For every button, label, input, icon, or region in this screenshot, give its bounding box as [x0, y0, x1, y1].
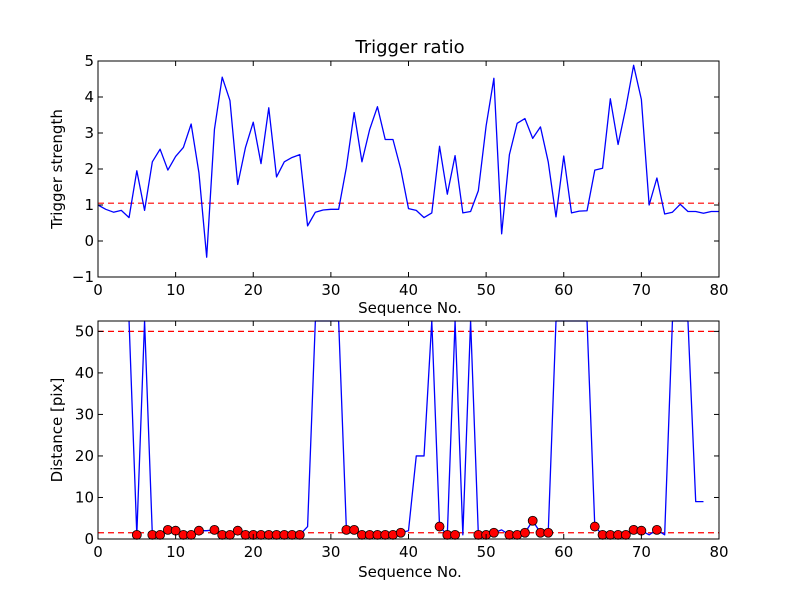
bottom-series-layer: [128, 320, 704, 540]
bottom-data-point: [652, 524, 662, 535]
bottom-data-point: [527, 515, 538, 526]
top-y-axis-label: Trigger strength: [48, 109, 66, 230]
bottom-data-point: [131, 529, 142, 540]
bottom-data-point: [620, 529, 631, 540]
top-series-line: [97, 64, 719, 258]
bottom-y-tick-label: 20: [75, 447, 94, 465]
bottom-data-point: [434, 521, 445, 532]
bottom-x-tick-label: 60: [554, 543, 573, 561]
bottom-data-point: [520, 527, 530, 538]
bottom-data-point: [636, 525, 647, 536]
top-x-tick-label: 70: [632, 281, 651, 299]
bottom-data-point: [488, 527, 499, 538]
bottom-x-tick-label: 30: [321, 543, 340, 561]
top-y-tick-label: 4: [84, 88, 94, 106]
bottom-x-tick-label: 50: [477, 543, 496, 561]
bottom-data-point: [194, 525, 204, 536]
top-y-tick-label: 0: [84, 232, 94, 250]
bottom-x-axis-label: Sequence No.: [358, 563, 462, 581]
bottom-data-point: [589, 521, 600, 532]
top-y-tick-label: 3: [84, 124, 94, 142]
bottom-data-point: [349, 524, 360, 535]
bottom-x-tick-label: 20: [244, 543, 263, 561]
bottom-data-point: [155, 529, 166, 540]
bottom-data-point: [450, 529, 460, 540]
chart-title: Trigger ratio: [354, 37, 464, 58]
top-x-tick-label: 20: [244, 281, 263, 299]
bottom-y-axis-label: Distance [pix]: [48, 378, 66, 483]
bottom-data-point: [232, 525, 243, 536]
top-x-tick-label: 30: [321, 281, 340, 299]
top-x-axis-label: Sequence No.: [358, 299, 462, 317]
bottom-x-tick-label: 0: [93, 543, 103, 561]
top-y-tick-label: 2: [84, 160, 94, 178]
bottom-x-tick-label: 40: [399, 543, 418, 561]
bottom-data-point: [294, 529, 305, 540]
bottom-ticks: 0 10 20 30 40 50 60 70 80 0 10 20 30 40 50: [75, 321, 729, 561]
top-x-tick-label: 10: [166, 281, 185, 299]
bottom-panel: 0 10 20 30 40 50 60 70 80 0 10 20 30 40 50 Sequence No…: [48, 320, 729, 581]
top-x-tick-label: 40: [399, 281, 418, 299]
bottom-y-tick-label: 40: [75, 364, 94, 382]
top-x-tick-label: 50: [477, 281, 496, 299]
top-y-tick-label: −1: [72, 268, 94, 286]
bottom-y-tick-label: 30: [75, 405, 94, 423]
bottom-x-tick-label: 10: [166, 543, 185, 561]
top-x-tick-label: 0: [93, 281, 103, 299]
bottom-data-point: [395, 527, 406, 538]
top-y-tick-label: 1: [84, 196, 94, 214]
bottom-y-tick-label: 10: [75, 488, 94, 506]
top-x-tick-label: 60: [554, 281, 573, 299]
top-series-layer: [97, 64, 719, 258]
bottom-data-point: [543, 527, 554, 538]
bottom-y-tick-label: 0: [84, 530, 94, 548]
bottom-data-point: [209, 524, 220, 535]
top-x-tick-label: 80: [709, 281, 728, 299]
bottom-y-tick-label: 50: [75, 322, 94, 340]
bottom-x-tick-label: 70: [632, 543, 651, 561]
bottom-x-tick-label: 80: [709, 543, 728, 561]
top-y-tick-label: 5: [84, 52, 94, 70]
